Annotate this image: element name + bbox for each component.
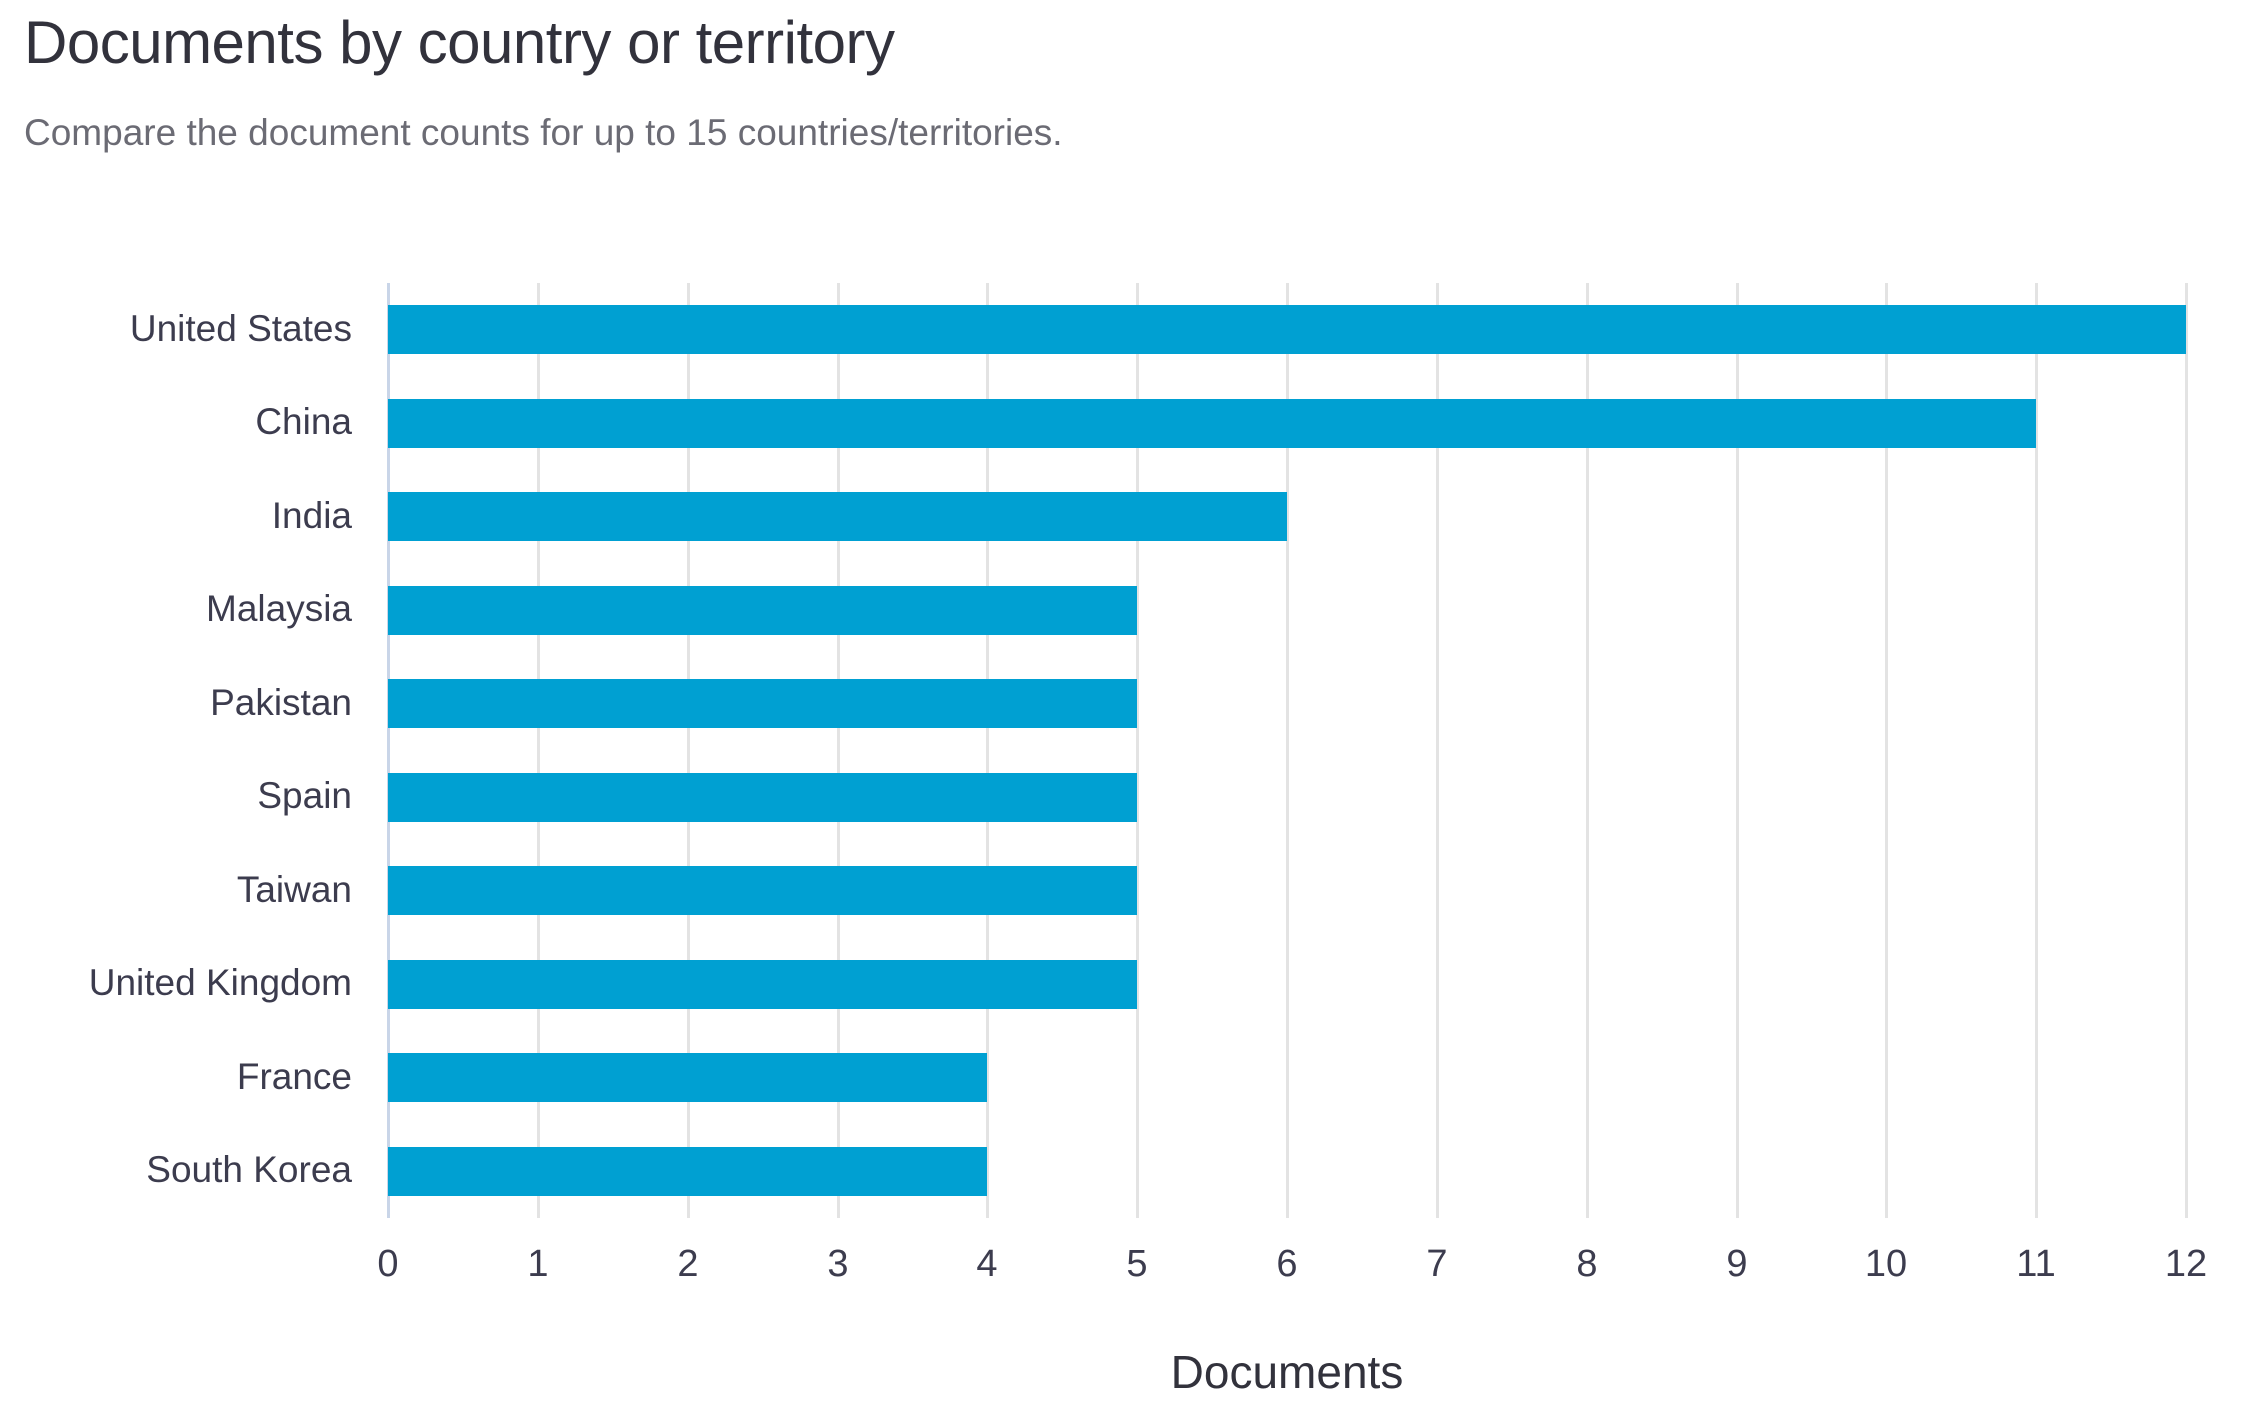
chart-title: Documents by country or territory [24,9,895,76]
category-label-united-kingdom: United Kingdom [88,962,352,1003]
x-tick-label: 12 [2164,1243,2208,1285]
x-tick-label: 3 [827,1243,849,1285]
bar-spain[interactable] [388,773,1137,822]
x-tick-label: 5 [1126,1243,1148,1285]
category-label-france: France [236,1056,352,1097]
bar-france[interactable] [388,1053,987,1102]
gridline [1885,283,1888,1218]
gridline [1736,283,1739,1218]
category-label-south-korea: South Korea [146,1149,352,1190]
bar-china[interactable] [388,399,2036,448]
gridline [2035,283,2038,1218]
gridline [837,283,840,1218]
bar-malaysia[interactable] [388,586,1137,635]
category-label-taiwan: Taiwan [236,869,352,910]
gridline [1436,283,1439,1218]
category-label-india: India [271,495,352,536]
plot-area [387,283,2188,1218]
category-label-united-states: United States [129,308,352,349]
gridline [1586,283,1589,1218]
x-tick-label: 4 [976,1243,998,1285]
chart-subtitle: Compare the document counts for up to 15… [24,112,1063,153]
x-tick-label: 7 [1426,1243,1448,1285]
x-tick-label: 2 [677,1243,699,1285]
bar-taiwan[interactable] [388,866,1137,915]
bar-india[interactable] [388,492,1287,541]
category-label-malaysia: Malaysia [206,588,352,629]
gridline [986,283,989,1218]
x-tick-label: 1 [527,1243,549,1285]
x-axis-title: Documents [1170,1346,1404,1398]
x-tick-label: 11 [2016,1243,2056,1285]
x-tick-label: 0 [377,1243,399,1285]
bar-pakistan[interactable] [388,679,1137,728]
bar-united-kingdom[interactable] [388,960,1137,1009]
category-label-spain: Spain [257,775,352,816]
bar-united-states[interactable] [388,305,2186,354]
x-tick-label: 9 [1726,1243,1748,1285]
gridline [1136,283,1139,1218]
gridline [537,283,540,1218]
gridline [2185,283,2188,1218]
x-tick-label: 6 [1276,1243,1298,1285]
zero-axis-line [387,283,390,1218]
gridline [687,283,690,1218]
category-label-china: China [255,401,352,442]
category-label-pakistan: Pakistan [210,682,352,723]
gridline [1286,283,1289,1218]
bar-south-korea[interactable] [388,1147,987,1196]
x-tick-label: 8 [1576,1243,1598,1285]
x-tick-label: 10 [1864,1243,1908,1285]
